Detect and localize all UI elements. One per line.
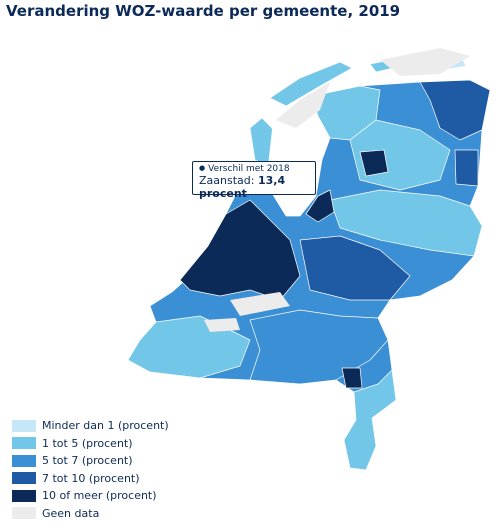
legend-item: 1 tot 5 (procent): [12, 435, 169, 453]
legend-label: Geen data: [42, 506, 100, 520]
region: [341, 367, 363, 389]
legend-swatch: [12, 472, 36, 485]
legend-swatch: [12, 437, 36, 450]
legend-label: Minder dan 1 (procent): [42, 419, 169, 433]
legend-swatch: [12, 419, 36, 432]
region: [299, 235, 411, 301]
legend-item: 7 tot 10 (procent): [12, 470, 169, 488]
legend-swatch: [12, 489, 36, 502]
island: [269, 61, 353, 107]
region: [249, 309, 389, 385]
legend-label: 1 tot 5 (procent): [42, 436, 133, 450]
map-title: Verandering WOZ-waarde per gemeente, 201…: [6, 2, 401, 20]
legend-label: 10 of meer (procent): [42, 489, 157, 503]
legend-item: Geen data: [12, 505, 169, 522]
legend-label: 7 tot 10 (procent): [42, 471, 140, 485]
region: [329, 189, 483, 257]
tooltip-value-line: Zaanstad: 13,4 procent: [199, 174, 309, 200]
legend: Minder dan 1 (procent) 1 tot 5 (procent) 5…: [12, 417, 169, 522]
no-data-area: [276, 82, 330, 128]
no-data-area: [380, 48, 470, 76]
region: [359, 149, 389, 177]
tooltip: Verschil met 2018 Zaanstad: 13,4 procent: [192, 161, 316, 200]
region: [454, 149, 479, 187]
legend-swatch: [12, 507, 36, 520]
legend-item: 10 of meer (procent): [12, 487, 169, 505]
tooltip-label: Zaanstad:: [199, 174, 255, 187]
legend-label: 5 tot 7 (procent): [42, 454, 133, 468]
region: [343, 369, 397, 471]
legend-swatch: [12, 454, 36, 467]
region: [419, 79, 491, 141]
tooltip-value: 13,4 procent: [199, 174, 286, 200]
no-data-area: [230, 292, 290, 316]
no-data-area: [204, 318, 240, 332]
legend-item: 5 tot 7 (procent): [12, 452, 169, 470]
region: [305, 189, 335, 223]
legend-item: Minder dan 1 (procent): [12, 417, 169, 435]
tooltip-heading: Verschil met 2018: [199, 164, 309, 174]
